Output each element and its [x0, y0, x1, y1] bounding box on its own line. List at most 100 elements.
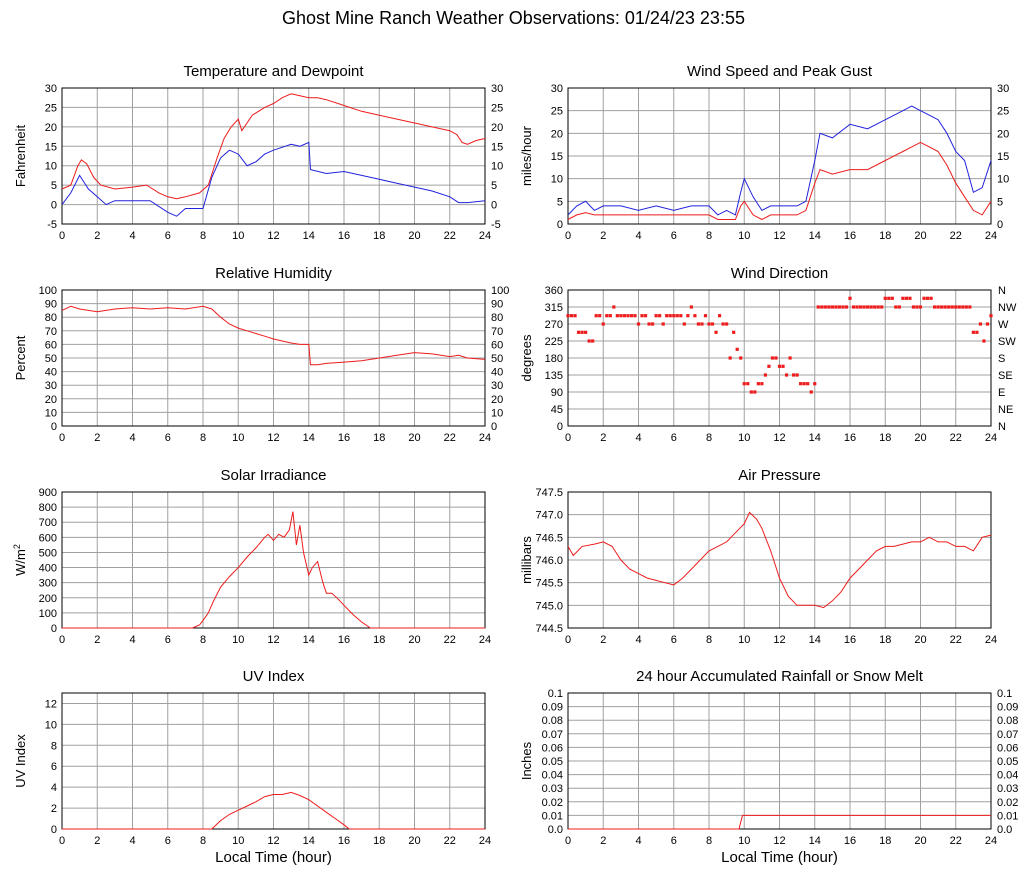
chart-title: UV Index [243, 668, 305, 685]
x-tick-label: 6 [671, 230, 677, 242]
y-tick-label: 746.5 [535, 532, 563, 544]
x-tick-label: 16 [844, 432, 856, 444]
x-tick-label: 6 [671, 835, 677, 847]
x-tick-label: 20 [408, 835, 420, 847]
y-tick-label: 10 [551, 174, 563, 186]
y-tick-label: 50 [45, 353, 57, 365]
y-tick-label: 747.5 [535, 487, 563, 499]
data-point [569, 314, 574, 318]
data-point [675, 314, 679, 318]
plot-frame [61, 289, 486, 427]
x-tick-label: 18 [373, 230, 385, 242]
y-tick-label: 225 [545, 336, 563, 348]
plot-frame [567, 289, 992, 427]
data-point [608, 314, 612, 318]
y-tick-label: 70 [45, 326, 57, 338]
plot-frame [567, 491, 992, 629]
data-point [668, 314, 672, 318]
right-y-tick-label: 15 [997, 151, 1009, 163]
x-tick-label: 24 [985, 634, 997, 646]
data-point [933, 305, 937, 309]
right-y-tick-label: 30 [491, 83, 503, 95]
x-tick-label: 18 [879, 835, 891, 847]
data-point [806, 382, 810, 386]
data-point [732, 330, 736, 334]
data-point [795, 373, 799, 377]
y-tick-label: 270 [545, 319, 563, 331]
data-point [890, 296, 894, 300]
data-point [982, 339, 986, 343]
data-point [869, 305, 873, 309]
x-tick-label: 6 [165, 432, 171, 444]
y-tick-label: 15 [551, 151, 563, 163]
data-point [799, 382, 803, 386]
series-line [61, 93, 486, 200]
x-tick-label: 10 [738, 634, 750, 646]
right-y-tick-label: 90 [491, 299, 503, 311]
x-tick-label: 24 [479, 432, 491, 444]
data-point [774, 356, 778, 360]
right-y-tick-label: 0.08 [997, 715, 1018, 727]
data-point [622, 314, 626, 318]
x-tick-label: 12 [773, 634, 785, 646]
x-tick-label: 22 [444, 230, 456, 242]
x-tick-label: 12 [267, 835, 279, 847]
right-y-tick-label: 0.03 [997, 783, 1018, 795]
data-point [961, 305, 965, 309]
y-tick-label: 0.05 [542, 756, 563, 768]
right-y-tick-label: 80 [491, 312, 503, 324]
data-point [725, 322, 729, 326]
x-tick-label: 14 [303, 432, 315, 444]
data-point [887, 296, 891, 300]
data-point [703, 314, 708, 318]
right-y-tick-label: 0.06 [997, 742, 1018, 754]
y-tick-label: 90 [45, 299, 57, 311]
x-tick-label: 10 [232, 634, 244, 646]
y-tick-label: 500 [39, 547, 57, 559]
x-tick-label: 12 [773, 835, 785, 847]
data-point [978, 322, 983, 326]
y-tick-label: 600 [39, 532, 57, 544]
x-tick-label: 4 [129, 835, 135, 847]
y-tick-label: 100 [39, 285, 57, 297]
data-point [922, 296, 926, 300]
x-tick-label: 6 [165, 230, 171, 242]
data-point [989, 314, 993, 318]
right-y-tick-label: 60 [491, 339, 503, 351]
x-tick-label: 4 [635, 835, 641, 847]
x-tick-label: 22 [950, 634, 962, 646]
data-point [848, 296, 852, 300]
right-y-compass-label: NW [998, 302, 1017, 314]
data-point [784, 373, 789, 377]
data-point [876, 305, 880, 309]
data-point [587, 339, 591, 343]
x-tick-label: 12 [267, 634, 279, 646]
y-tick-label: 135 [545, 370, 563, 382]
y-tick-label: 0.03 [542, 783, 563, 795]
y-tick-label: 180 [545, 353, 563, 365]
plot-frame [61, 491, 486, 629]
x-tick-label: 0 [565, 835, 571, 847]
y-tick-label: 100 [39, 608, 57, 620]
x-tick-label: 18 [373, 634, 385, 646]
data-point [746, 382, 750, 386]
x-tick-label: 0 [59, 835, 65, 847]
x-tick-label: 0 [59, 634, 65, 646]
y-tick-label: 8 [51, 740, 57, 752]
y-axis-label: miles/hour [519, 125, 534, 186]
x-tick-label: 20 [914, 230, 926, 242]
data-point [866, 305, 870, 309]
data-point [739, 356, 743, 360]
x-tick-label: 2 [94, 230, 100, 242]
data-point [915, 305, 919, 309]
x-tick-label: 0 [59, 432, 65, 444]
y-tick-label: 745.5 [535, 578, 563, 590]
y-tick-label: 20 [45, 122, 57, 134]
data-point [844, 305, 849, 309]
x-tick-label: 24 [479, 835, 491, 847]
right-y-tick-label: 70 [491, 326, 503, 338]
data-point [763, 373, 767, 377]
right-y-tick-label: 10 [997, 174, 1009, 186]
